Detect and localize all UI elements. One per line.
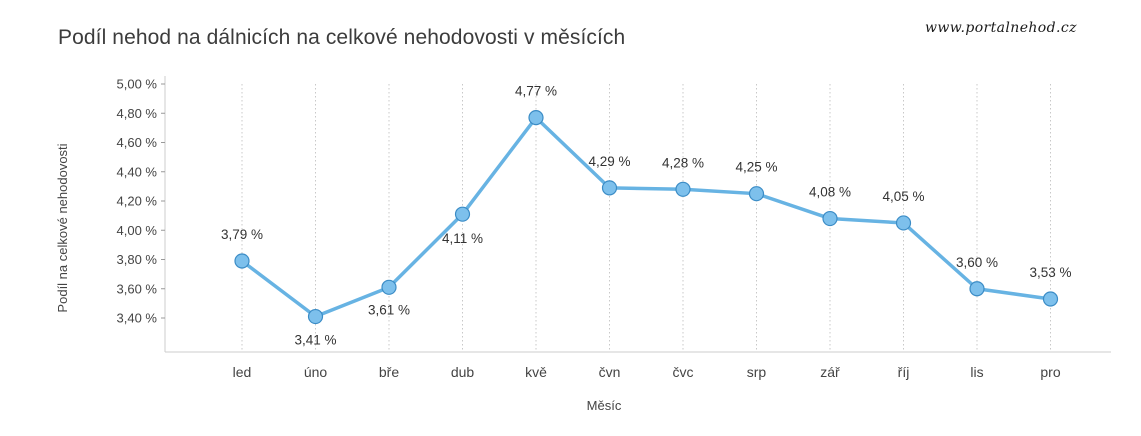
x-tick-label: zář [820, 364, 840, 380]
x-tick-label: říj [898, 364, 910, 380]
data-label: 4,28 % [662, 155, 704, 170]
x-tick-label: bře [379, 364, 399, 380]
data-label: 4,29 % [588, 154, 630, 169]
x-tick-label: čvc [673, 364, 694, 380]
y-tick-label: 4,00 % [117, 223, 158, 238]
x-tick-label: lis [970, 364, 983, 380]
data-label: 4,25 % [735, 160, 777, 175]
data-point [234, 253, 250, 269]
data-label: 4,77 % [515, 84, 557, 99]
x-axis-title: Měsíc [587, 398, 622, 413]
x-tick-label: led [233, 364, 252, 380]
y-tick-label: 3,60 % [117, 281, 158, 296]
data-label: 3,79 % [221, 227, 263, 242]
y-tick-label: 3,80 % [117, 252, 158, 267]
data-point [895, 215, 912, 231]
data-label: 3,60 % [956, 255, 998, 270]
x-tick-label: úno [304, 364, 328, 380]
data-label: 3,53 % [1029, 265, 1071, 280]
data-point [307, 308, 324, 325]
data-label: 4,05 % [882, 189, 924, 204]
y-axis-title: Podíl na celkové nehodovosti [55, 143, 70, 312]
x-tick-label: srp [747, 364, 767, 380]
data-label: 4,11 % [442, 231, 483, 246]
x-tick-label: pro [1040, 364, 1060, 380]
y-tick-label: 3,40 % [117, 311, 158, 326]
grid-layer [241, 84, 1051, 352]
data-point [1042, 291, 1059, 307]
y-tick-label: 5,00 % [117, 77, 158, 92]
x-tick-label: dub [451, 364, 475, 380]
axis-layer: 3,40 % 3,60 % 3,80 % 4,00 % 4,20 % 4,40 % 4,60… [55, 76, 1111, 413]
data-point [969, 281, 985, 297]
x-tick-label: kvě [525, 364, 547, 380]
data-point [748, 186, 765, 202]
data-point [528, 110, 544, 126]
chart-title: Podíl nehod na dálnicích na celkové neho… [58, 26, 626, 49]
source-url: www.portalnehod.cz [925, 20, 1077, 36]
data-point [675, 181, 691, 197]
label-layer: 3,79 % 3,41 % 3,61 % 4,11 % 4,77 % 4,29 % 4,28… [221, 84, 1072, 348]
series-line [240, 115, 1053, 319]
y-tick-label: 4,60 % [117, 135, 158, 150]
data-label: 3,41 % [294, 333, 336, 348]
data-point [822, 210, 838, 227]
data-point [454, 206, 471, 222]
data-point [381, 279, 397, 295]
line-layer [240, 115, 1053, 319]
y-tick-label: 4,80 % [117, 106, 158, 121]
point-layer [234, 110, 1059, 325]
y-tick-label: 4,20 % [117, 194, 158, 209]
y-tick-label: 4,40 % [117, 164, 158, 179]
x-tick-label: čvn [599, 364, 621, 380]
data-point [601, 180, 618, 196]
data-label: 4,08 % [809, 185, 851, 200]
data-label: 3,61 % [368, 302, 410, 317]
